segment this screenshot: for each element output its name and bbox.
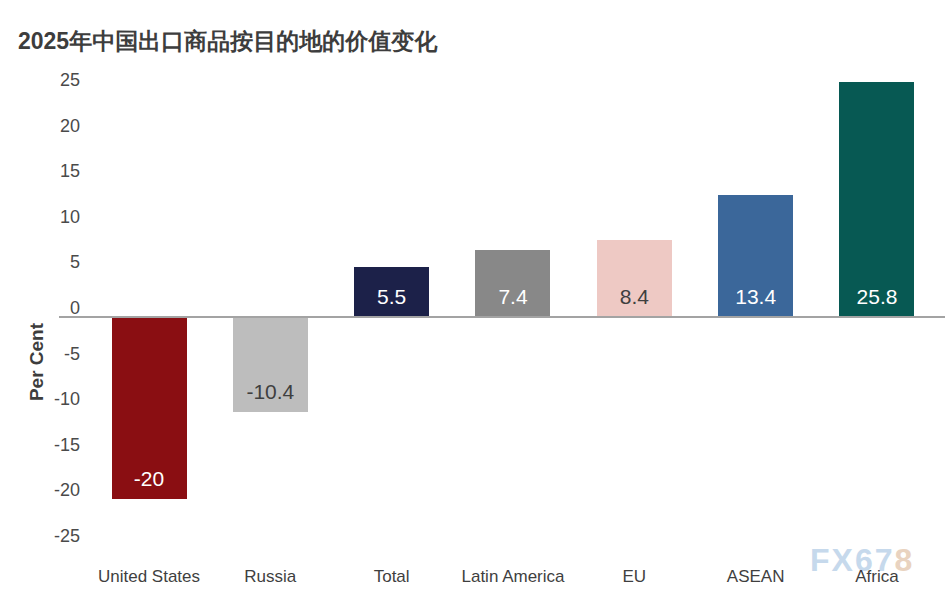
x-category-label: United States: [79, 566, 219, 588]
x-category-label: Russia: [200, 566, 340, 588]
y-tick-label: 15: [20, 161, 80, 181]
y-tick-label: -10: [20, 389, 80, 409]
y-tick-label: -5: [20, 344, 80, 364]
y-tick-label: 5: [20, 252, 80, 272]
y-tick-label: -25: [20, 526, 80, 546]
x-category-label: Africa: [807, 566, 947, 588]
x-axis-baseline: [59, 316, 945, 318]
y-tick-label: 0: [20, 298, 80, 318]
y-tick-label: 20: [20, 116, 80, 136]
bar-value-label: 7.4: [475, 284, 550, 310]
x-category-label: Latin America: [443, 566, 583, 588]
y-tick-label: 25: [20, 70, 80, 90]
bar-value-label: 25.8: [839, 284, 914, 310]
bar-chart: 2025年中国出口商品按目的地的价值变化 Per Cent FX678 2520…: [0, 0, 952, 599]
x-category-label: Total: [322, 566, 462, 588]
x-category-label: ASEAN: [686, 566, 826, 588]
bar-value-label: 13.4: [718, 284, 793, 310]
bar-value-label: 8.4: [597, 284, 672, 310]
bar-value-label: 5.5: [354, 284, 429, 310]
bar-value-label: -20: [112, 466, 187, 492]
y-tick-label: -20: [20, 480, 80, 500]
chart-title: 2025年中国出口商品按目的地的价值变化: [18, 26, 437, 57]
bar-africa: [839, 82, 914, 317]
y-tick-label: 10: [20, 207, 80, 227]
x-category-label: EU: [564, 566, 704, 588]
bar-value-label: -10.4: [233, 379, 308, 405]
y-tick-label: -15: [20, 435, 80, 455]
